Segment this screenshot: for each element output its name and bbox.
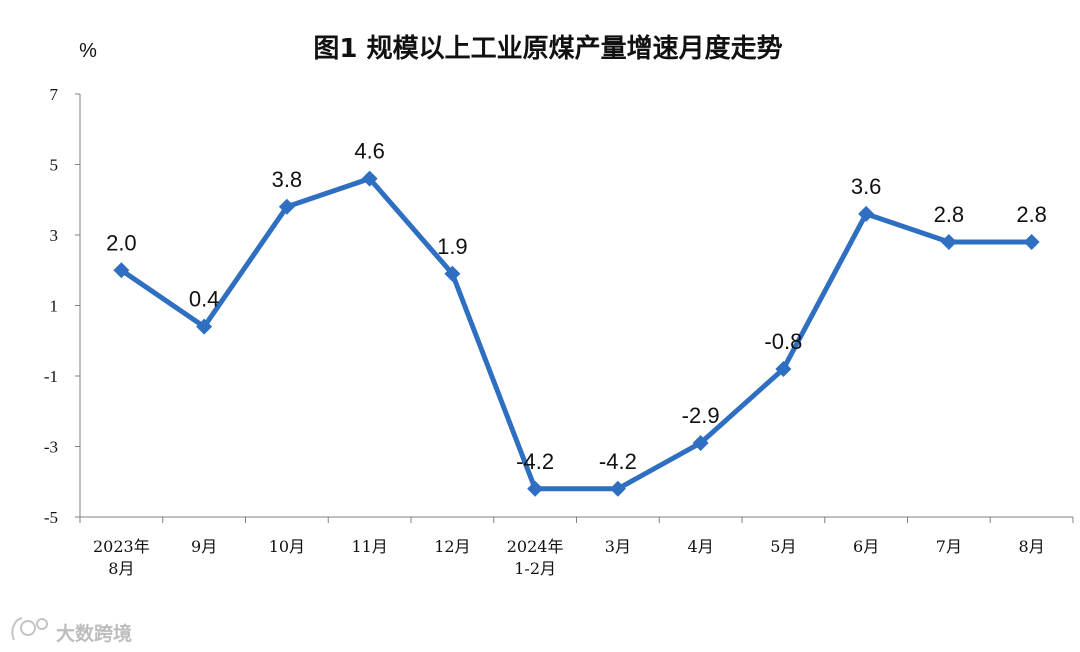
x-tick-label: 12月 bbox=[434, 537, 470, 556]
data-label: -4.2 bbox=[599, 449, 637, 474]
y-tick-label: 5 bbox=[50, 156, 59, 175]
y-tick-label: 1 bbox=[50, 297, 59, 316]
x-tick-labels: 2023年 8月 9月 10月 11月 12月 2024年 1-2月 3月 4月 5月 6月 7月 8月 bbox=[93, 537, 1045, 578]
series-line bbox=[118, 176, 1035, 492]
data-point-marker bbox=[444, 265, 461, 282]
y-tick-label: 3 bbox=[50, 226, 59, 245]
data-markers bbox=[113, 170, 1040, 497]
x-tick-label: 9月 bbox=[191, 537, 217, 556]
data-point-marker bbox=[940, 234, 957, 251]
watermark-logo-icon bbox=[11, 617, 48, 641]
data-point-marker bbox=[196, 318, 213, 335]
data-point-marker bbox=[692, 434, 709, 451]
y-tick-label: 7 bbox=[50, 85, 59, 104]
data-point-marker bbox=[609, 480, 626, 497]
data-point-marker bbox=[361, 170, 378, 187]
x-tick-label: 2023年 8月 bbox=[93, 537, 150, 578]
y-tick-labels: 7 5 3 1 -1 -3 -5 bbox=[44, 85, 59, 527]
data-point-marker bbox=[278, 198, 295, 215]
data-labels: 2.0 0.4 3.8 4.6 1.9 -4.2 -4.2 -2.9 -0.8 3.6 2.8 2.8 bbox=[106, 139, 1047, 474]
x-tick-label: 4月 bbox=[688, 537, 714, 556]
data-point-marker bbox=[858, 205, 875, 222]
axes bbox=[75, 93, 1074, 523]
x-tick-label: 3月 bbox=[605, 537, 631, 556]
y-tick-label: -3 bbox=[44, 438, 58, 457]
x-tick-label: 7月 bbox=[936, 537, 962, 556]
data-point-marker bbox=[775, 360, 792, 377]
data-point-marker bbox=[1023, 234, 1040, 251]
data-label: 3.6 bbox=[851, 174, 882, 199]
data-label: 2.0 bbox=[106, 230, 137, 255]
y-axis-unit: % bbox=[79, 40, 97, 62]
data-label: 3.8 bbox=[272, 167, 303, 192]
chart-title: 图1 规模以上工业原煤产量增速月度走势 bbox=[313, 33, 782, 64]
y-tick-label: -5 bbox=[44, 508, 58, 527]
data-label: 0.4 bbox=[189, 287, 220, 312]
watermark: 大数跨境 bbox=[11, 617, 132, 645]
data-label: 4.6 bbox=[354, 139, 385, 164]
series-polyline bbox=[118, 176, 1035, 492]
data-label: 2.8 bbox=[934, 202, 965, 227]
data-label: -2.9 bbox=[682, 403, 720, 428]
x-tick-label: 8月 bbox=[1019, 537, 1045, 556]
x-tick-label: 10月 bbox=[269, 537, 305, 556]
x-tick-label: 6月 bbox=[853, 537, 879, 556]
data-label: -0.8 bbox=[764, 329, 802, 354]
data-label: -4.2 bbox=[516, 449, 554, 474]
data-point-marker bbox=[113, 262, 130, 279]
data-label: 1.9 bbox=[437, 234, 468, 259]
x-tick-label: 11月 bbox=[351, 537, 387, 556]
data-label: 2.8 bbox=[1016, 202, 1047, 227]
data-point-marker bbox=[527, 480, 544, 497]
x-tick-label: 5月 bbox=[770, 537, 796, 556]
y-tick-label: -1 bbox=[44, 367, 58, 386]
x-tick-label: 2024年 1-2月 bbox=[507, 537, 564, 578]
watermark-text: 大数跨境 bbox=[56, 622, 132, 645]
